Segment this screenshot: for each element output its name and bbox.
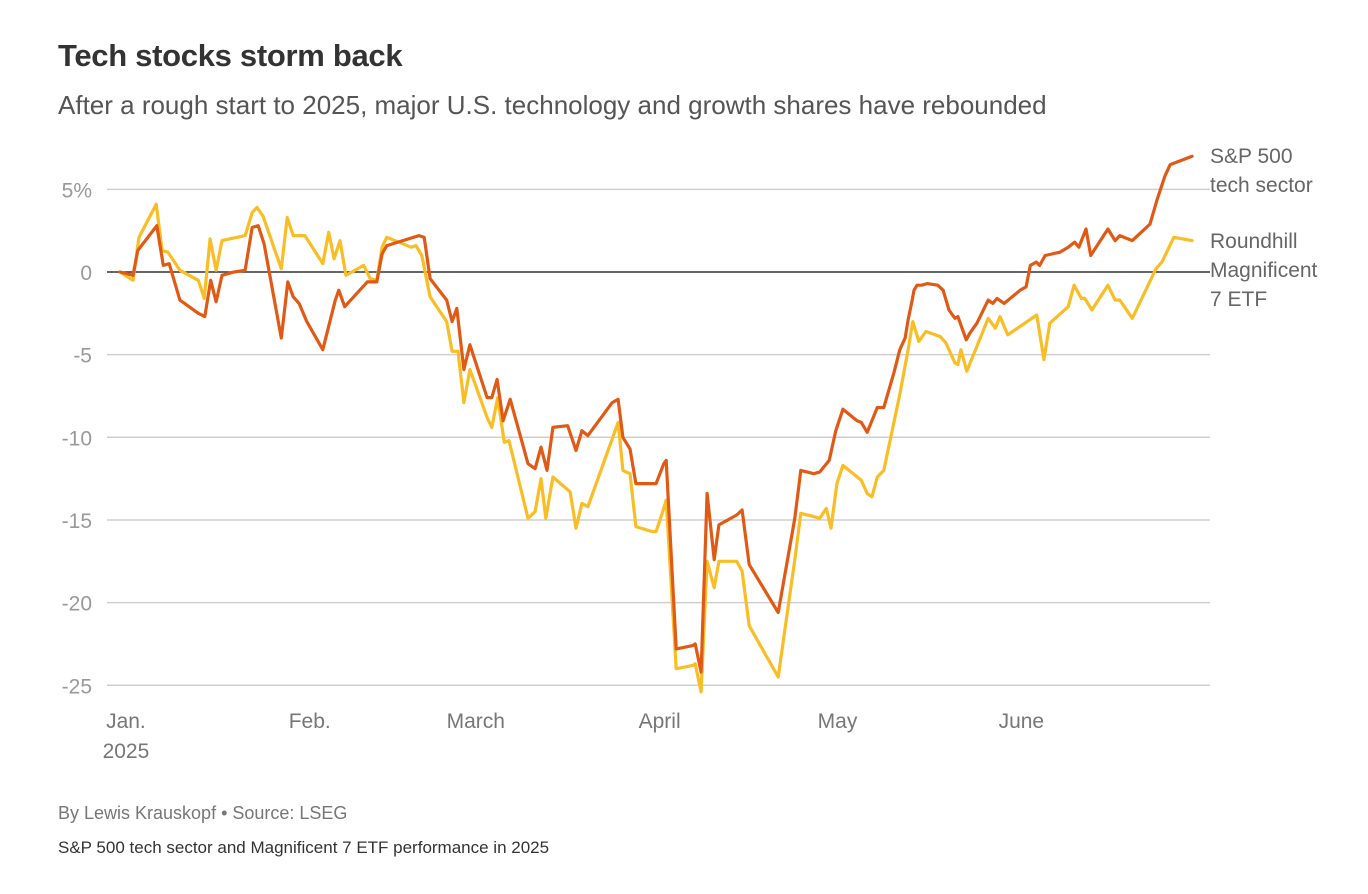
x-tick-label: Jan. — [106, 710, 146, 733]
series-line-magnificent-7 — [118, 202, 1194, 694]
chart-title: Tech stocks storm back — [58, 38, 403, 73]
x-tick-label: March — [447, 710, 505, 733]
y-tick-label: -25 — [62, 675, 92, 698]
legend-sp500-tech: S&P 500 tech sector — [1210, 142, 1313, 200]
series-line-sp500-tech — [118, 154, 1194, 674]
y-tick-label: -20 — [62, 593, 92, 616]
y-tick-label: -10 — [62, 427, 92, 450]
byline-source: By Lewis Krauskopf • Source: LSEG — [58, 803, 348, 823]
x-tick-label: June — [999, 710, 1045, 733]
legend-label-line: 7 ETF — [1210, 288, 1268, 311]
y-tick-label: -5 — [73, 345, 92, 368]
legend-label-line: S&P 500 — [1210, 145, 1293, 168]
y-tick-label: 0 — [80, 262, 92, 285]
chart-note: S&P 500 tech sector and Magnificent 7 ET… — [58, 838, 550, 857]
legend-magnificent-7: Roundhill Magnificent 7 ETF — [1210, 227, 1317, 314]
x-tick-label: Feb. — [289, 710, 331, 733]
y-tick-label: -15 — [62, 510, 92, 533]
x-tick-label: May — [818, 710, 858, 733]
legend-label-line: tech sector — [1210, 174, 1313, 197]
legend-label-line: Magnificent — [1210, 259, 1318, 282]
x-tick-sublabel: 2025 — [103, 740, 150, 763]
y-tick-label: 5% — [62, 179, 92, 202]
chart-subtitle: After a rough start to 2025, major U.S. … — [58, 90, 1047, 120]
x-tick-label: April — [639, 710, 681, 733]
legend-label-line: Roundhill — [1210, 230, 1298, 253]
